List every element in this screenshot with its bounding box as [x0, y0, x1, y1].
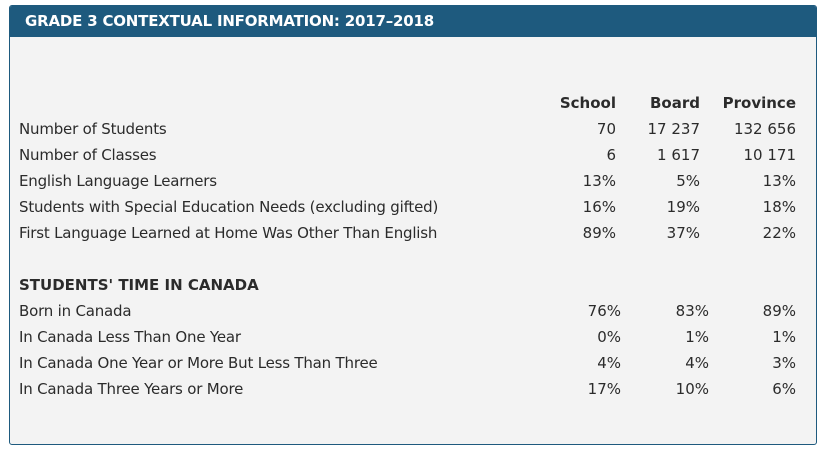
school-value: 16%: [582, 198, 616, 216]
row-label: Number of Students: [19, 120, 167, 138]
school-value: 70: [596, 120, 616, 138]
contextual-info-panel: GRADE 3 CONTEXTUAL INFORMATION: 2017–201…: [9, 5, 817, 445]
column-header-row: School Board Province: [10, 90, 816, 116]
row-label: Number of Classes: [19, 146, 157, 164]
province-value: 13%: [762, 172, 796, 190]
school-value: 89%: [582, 224, 616, 242]
row-label: English Language Learners: [19, 172, 217, 190]
board-value: 1 617: [657, 146, 700, 164]
province-value: 1%: [772, 328, 796, 346]
table-row: In Canada Three Years or More 17% 10% 6%: [10, 376, 816, 402]
province-value: 132 656: [733, 120, 796, 138]
board-value: 17 237: [647, 120, 701, 138]
board-value: 37%: [666, 224, 700, 242]
province-value: 22%: [762, 224, 796, 242]
table-row: English Language Learners 13% 5% 13%: [10, 168, 816, 194]
board-value: 1%: [685, 328, 709, 346]
column-header-board: Board: [650, 94, 700, 112]
school-value: 17%: [587, 380, 621, 398]
board-value: 83%: [675, 302, 709, 320]
table-row: In Canada Less Than One Year 0% 1% 1%: [10, 324, 816, 350]
table-row: In Canada One Year or More But Less Than…: [10, 350, 816, 376]
column-header-school: School: [559, 94, 616, 112]
board-value: 19%: [666, 198, 700, 216]
province-value: 6%: [772, 380, 796, 398]
school-value: 6: [606, 146, 616, 164]
table-row: Number of Students 70 17 237 132 656: [10, 116, 816, 142]
table-row: Born in Canada 76% 83% 89%: [10, 298, 816, 324]
table-row: First Language Learned at Home Was Other…: [10, 220, 816, 246]
school-value: 13%: [582, 172, 616, 190]
board-value: 5%: [676, 172, 700, 190]
province-value: 89%: [762, 302, 796, 320]
row-label: Students with Special Education Needs (e…: [19, 198, 439, 216]
province-value: 10 171: [743, 146, 797, 164]
province-value: 18%: [762, 198, 796, 216]
board-value: 4%: [685, 354, 709, 372]
table-row: Number of Classes 6 1 617 10 171: [10, 142, 816, 168]
school-value: 0%: [597, 328, 621, 346]
column-header-province: Province: [722, 94, 796, 112]
board-value: 10%: [675, 380, 709, 398]
row-label: In Canada Three Years or More: [19, 380, 244, 398]
row-label: In Canada Less Than One Year: [19, 328, 241, 346]
province-value: 3%: [772, 354, 796, 372]
section-title-row: STUDENTS' TIME IN CANADA: [10, 272, 816, 298]
school-value: 76%: [587, 302, 621, 320]
row-label: In Canada One Year or More But Less Than…: [19, 354, 378, 372]
panel-title: GRADE 3 CONTEXTUAL INFORMATION: 2017–201…: [10, 6, 816, 37]
school-value: 4%: [597, 354, 621, 372]
section-title: STUDENTS' TIME IN CANADA: [19, 276, 259, 294]
row-label: Born in Canada: [19, 302, 132, 320]
row-label: First Language Learned at Home Was Other…: [19, 224, 438, 242]
table-row: Students with Special Education Needs (e…: [10, 194, 816, 220]
